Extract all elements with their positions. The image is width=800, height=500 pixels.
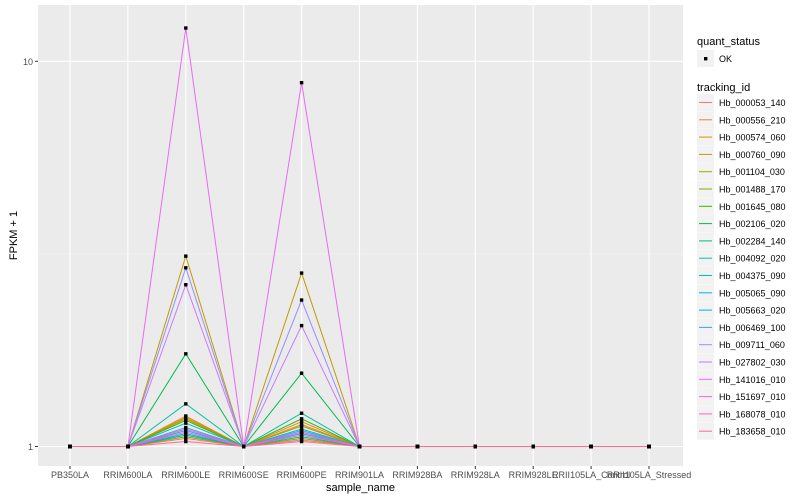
data-point xyxy=(184,352,188,356)
shape-legend-title: quant_status xyxy=(697,36,760,48)
data-point xyxy=(299,430,304,434)
x-tick-label: RRIM600LE xyxy=(161,470,210,480)
data-point xyxy=(184,421,188,425)
data-point xyxy=(184,26,188,30)
data-point xyxy=(184,266,188,270)
legend-label: Hb_000556_210 xyxy=(719,115,786,125)
data-point xyxy=(299,419,304,424)
x-tick-label: RRIM928BA xyxy=(392,470,442,480)
data-point xyxy=(299,433,304,437)
legend-label: Hb_000574_060 xyxy=(719,133,786,143)
legend-label: Hb_001645_080 xyxy=(719,202,786,212)
legend-label: Hb_027802_030 xyxy=(719,358,786,368)
data-point xyxy=(184,283,188,287)
data-point xyxy=(184,402,188,406)
legend-label: Hb_006469_100 xyxy=(719,323,786,333)
legend-label: Hb_001104_030 xyxy=(719,167,785,177)
x-tick-label: RRIM901LA xyxy=(335,470,384,480)
legend-label: Hb_183658_010 xyxy=(719,427,786,437)
x-tick-label: RRIM600LA xyxy=(103,470,152,480)
data-point xyxy=(299,424,304,428)
data-point xyxy=(647,444,651,449)
data-point xyxy=(184,427,188,431)
data-point xyxy=(299,439,304,444)
legend-label: Hb_004092_020 xyxy=(719,254,786,264)
legend-label: OK xyxy=(719,54,732,64)
data-point xyxy=(299,417,304,421)
legend-label: Hb_168078_010 xyxy=(719,409,786,419)
x-tick-label: RRIM600PE xyxy=(277,470,327,480)
x-tick-label: RRIM600SE xyxy=(219,470,269,480)
x-tick-label: PB350LA xyxy=(51,470,89,480)
legend-label: Hb_151697_010 xyxy=(719,392,786,402)
x-tick-label: RRII105LA_Stressed xyxy=(607,470,692,480)
color-legend-title: tracking_id xyxy=(697,82,750,94)
data-point xyxy=(126,444,130,449)
x-axis-title: sample_name xyxy=(326,482,395,494)
data-point xyxy=(299,298,304,302)
data-point xyxy=(184,418,188,422)
legend-label: Hb_004375_090 xyxy=(719,271,786,281)
data-point xyxy=(299,371,304,375)
legend-label: Hb_000760_090 xyxy=(719,150,786,160)
data-point xyxy=(184,254,188,258)
data-point xyxy=(473,444,477,449)
data-point xyxy=(415,444,420,449)
legend-label: Hb_141016_010 xyxy=(719,375,786,385)
legend-label: Hb_000053_140 xyxy=(719,98,786,108)
data-point xyxy=(299,271,304,275)
legend-label: Hb_005663_020 xyxy=(719,306,786,316)
legend-label: Hb_002106_020 xyxy=(719,219,786,229)
data-point xyxy=(357,444,362,449)
data-point xyxy=(299,80,304,85)
y-tick-label: 10 xyxy=(23,57,33,67)
legend-label: Hb_001488_170 xyxy=(719,185,786,195)
x-tick-label: RRIM928LA xyxy=(451,470,500,480)
y-axis-title: FPKM + 1 xyxy=(8,211,20,260)
data-point xyxy=(589,444,593,449)
data-point xyxy=(68,444,72,449)
data-point xyxy=(299,323,304,328)
y-tick-label: 1 xyxy=(28,442,33,452)
data-point xyxy=(299,411,304,415)
data-point xyxy=(184,439,188,444)
x-tick-label: RRII105LA_Control xyxy=(552,470,630,480)
legend-label: Hb_009711_060 xyxy=(719,340,785,350)
legend-label: Hb_002284_140 xyxy=(719,236,786,246)
legend-label: Hb_005065_090 xyxy=(719,288,786,298)
legend-point-icon xyxy=(704,57,708,61)
x-tick-label: RRIM928LE xyxy=(509,470,558,480)
data-point xyxy=(242,444,246,449)
data-point xyxy=(531,444,535,449)
data-point xyxy=(184,430,188,434)
